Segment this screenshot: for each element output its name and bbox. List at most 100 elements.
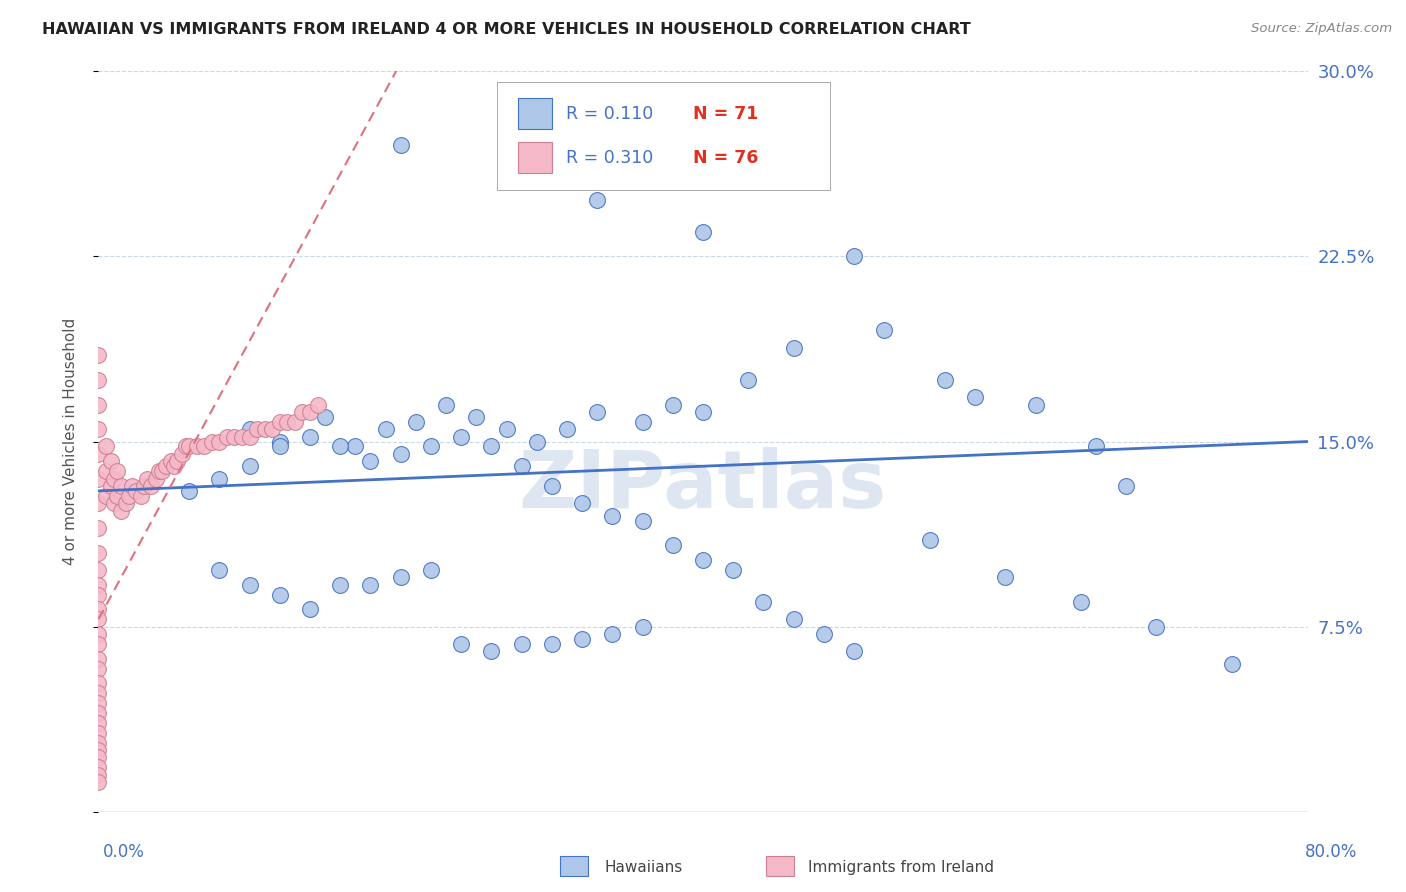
Point (253, 422, 276, 436)
Point (661, 398, 683, 412)
Point (87, 563, 110, 577)
Point (135, 471, 157, 485)
Point (125, 483, 148, 498)
Point (276, 415, 298, 429)
Point (224, 429, 246, 443)
Point (481, 440, 503, 454)
Point (87, 602, 110, 616)
Point (239, 422, 262, 436)
Point (208, 563, 231, 577)
Point (1115, 479, 1137, 493)
Point (87, 471, 110, 485)
Point (602, 508, 624, 523)
Point (510, 168, 533, 182)
Point (314, 409, 336, 424)
Point (114, 496, 136, 510)
Point (571, 632, 593, 646)
Point (918, 533, 941, 548)
Point (193, 440, 215, 454)
Text: Hawaiians: Hawaiians (605, 860, 683, 874)
Point (186, 440, 208, 454)
Point (571, 496, 593, 510)
Point (934, 373, 956, 387)
Point (208, 434, 231, 449)
Point (510, 637, 533, 651)
Point (103, 496, 125, 510)
Point (307, 398, 329, 412)
Point (692, 553, 714, 567)
Point (389, 570, 412, 584)
Point (1144, 619, 1167, 633)
Point (179, 483, 201, 498)
Text: Source: ZipAtlas.com: Source: ZipAtlas.com (1251, 22, 1392, 36)
Text: R = 0.310: R = 0.310 (567, 149, 654, 167)
Point (631, 619, 654, 633)
Point (1220, 657, 1243, 671)
Point (291, 405, 314, 419)
Point (121, 479, 143, 493)
Point (87, 767, 110, 781)
Point (586, 405, 609, 419)
Point (555, 422, 578, 436)
Point (145, 471, 167, 485)
Point (269, 415, 291, 429)
Point (389, 447, 412, 461)
Point (179, 440, 201, 454)
Point (420, 440, 443, 454)
Point (405, 415, 427, 429)
Point (87, 588, 110, 602)
Point (87, 348, 110, 362)
Point (110, 479, 132, 493)
Y-axis label: 4 or more Vehicles in Household: 4 or more Vehicles in Household (63, 318, 77, 566)
Point (163, 459, 186, 474)
Point (586, 193, 609, 207)
Point (87, 651, 110, 665)
Point (329, 440, 352, 454)
Text: 0.0%: 0.0% (103, 843, 145, 861)
Point (661, 538, 683, 552)
Point (231, 429, 253, 443)
Text: N = 71: N = 71 (693, 104, 759, 122)
Point (239, 577, 262, 591)
Point (87, 521, 110, 535)
Point (160, 454, 183, 468)
FancyBboxPatch shape (766, 856, 794, 876)
Point (783, 341, 806, 355)
FancyBboxPatch shape (517, 98, 553, 129)
Point (299, 602, 322, 616)
Point (87, 775, 110, 789)
Point (692, 225, 714, 239)
Point (148, 464, 170, 478)
Point (844, 644, 866, 658)
Point (602, 627, 624, 641)
Point (87, 637, 110, 651)
Point (87, 422, 110, 436)
Point (723, 563, 745, 577)
Point (344, 440, 367, 454)
Point (526, 434, 548, 449)
Point (269, 440, 291, 454)
Point (844, 249, 866, 264)
Point (87, 373, 110, 387)
Point (1085, 440, 1108, 454)
Point (100, 479, 122, 493)
Point (105, 489, 128, 503)
Point (239, 459, 262, 474)
Point (540, 479, 562, 493)
Point (141, 479, 163, 493)
Point (299, 405, 322, 419)
Point (994, 570, 1017, 584)
Point (465, 409, 488, 424)
Point (150, 464, 173, 478)
Point (201, 434, 224, 449)
Point (87, 662, 110, 676)
Point (87, 736, 110, 750)
Point (87, 760, 110, 774)
Point (87, 725, 110, 739)
Point (246, 422, 269, 436)
Point (299, 429, 322, 443)
Text: N = 76: N = 76 (693, 149, 759, 167)
Point (269, 588, 291, 602)
Point (495, 422, 517, 436)
Point (374, 422, 396, 436)
